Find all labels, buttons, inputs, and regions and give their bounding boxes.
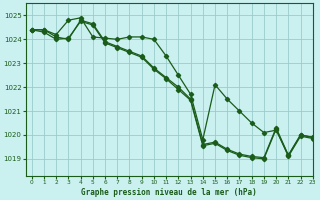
X-axis label: Graphe pression niveau de la mer (hPa): Graphe pression niveau de la mer (hPa) bbox=[81, 188, 257, 197]
